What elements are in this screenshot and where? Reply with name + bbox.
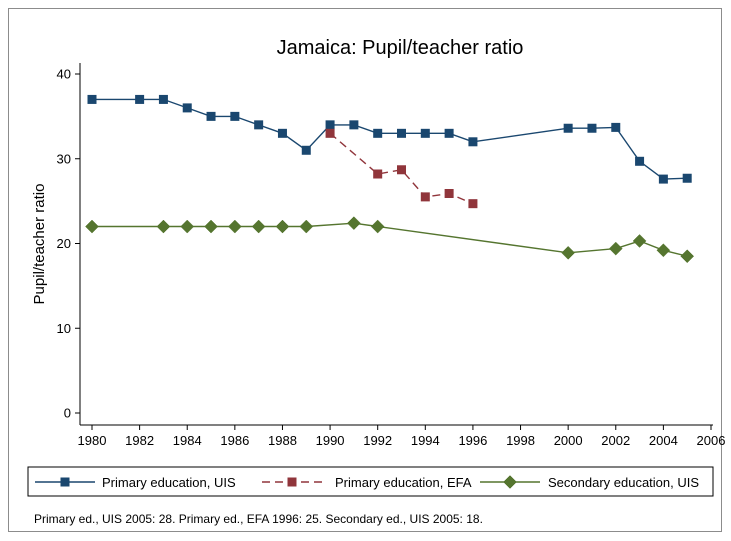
x-tick-label: 1988 [268,433,297,448]
chart-footnote: Primary ed., UIS 2005: 28. Primary ed., … [34,512,483,526]
data-point [277,128,287,138]
y-tick-label: 40 [57,67,71,82]
data-point [635,156,645,166]
legend-label: Primary education, EFA [335,475,472,490]
data-point [656,243,671,258]
data-point [158,94,168,104]
data-point [349,120,359,130]
data-point [373,169,383,179]
y-tick-label: 10 [57,321,71,336]
data-point [587,123,597,133]
x-tick-label: 1980 [78,433,107,448]
data-point [468,137,478,147]
data-point [254,120,264,130]
data-point [658,174,668,184]
series-layer [85,94,695,264]
series-line [92,98,688,180]
series-line [329,132,474,205]
data-point [680,249,695,264]
data-point [325,120,335,130]
data-point [299,219,314,234]
data-point [373,128,383,138]
data-point [204,219,218,234]
data-point [370,219,385,234]
x-tick-label: 2002 [601,433,630,448]
legend-item-1: Primary education, UIS [35,475,236,490]
series-2 [325,128,478,209]
data-point [85,219,99,234]
data-point [156,219,171,234]
axes: 0 10 20 30 40 1980 1982 1984 1986 1988 1990 1992 199… [57,63,726,448]
data-point [251,219,266,234]
data-point [608,241,623,256]
data-point [444,128,454,138]
data-point [87,94,97,104]
series-1 [87,94,692,184]
legend-label: Primary education, UIS [102,475,236,490]
data-point [563,123,573,133]
data-point [468,199,478,209]
data-point [206,111,216,121]
data-point [227,219,242,234]
data-point [230,111,240,121]
x-tick-label: 1994 [411,433,440,448]
data-point [182,103,192,113]
x-tick-label: 1992 [363,433,392,448]
series-3 [85,216,695,264]
data-point [561,245,576,260]
data-point [420,128,430,138]
legend-item-3: Secondary education, UIS [480,475,699,490]
data-point [180,219,195,234]
x-tick-label: 1986 [220,433,249,448]
legend-item-2: Primary education, EFA [262,475,472,490]
y-tick-label: 0 [64,406,71,421]
data-point [397,165,406,175]
y-tick-label: 30 [57,151,71,166]
data-point [682,173,692,183]
y-tick-label: 20 [57,236,71,251]
data-point [325,128,335,138]
x-tick-label: 1996 [458,433,487,448]
data-point [444,188,454,198]
data-point [397,128,406,138]
x-tick-label: 2000 [554,433,583,448]
x-tick-label: 1990 [316,433,345,448]
legend-marker [287,477,297,487]
x-tick-label: 2006 [697,433,726,448]
data-point [275,219,290,234]
legend-marker [503,475,517,489]
data-point [301,145,311,155]
x-tick-label: 1984 [173,433,202,448]
data-point [135,94,145,104]
y-axis-label: Pupil/teacher ratio [31,184,48,305]
legend-box [27,466,714,497]
x-tick-label: 1998 [506,433,535,448]
x-tick-label: 2004 [649,433,678,448]
plot-area [80,63,713,425]
legend: Primary education, UIS Primary education,… [27,466,714,497]
legend-label: Secondary education, UIS [548,475,699,490]
x-tick-label: 1982 [125,433,154,448]
data-point [420,192,430,202]
data-point [611,122,621,132]
chart-title: Jamaica: Pupil/teacher ratio [277,37,524,59]
legend-marker [60,477,70,487]
data-point [347,216,361,231]
data-point [632,234,647,248]
